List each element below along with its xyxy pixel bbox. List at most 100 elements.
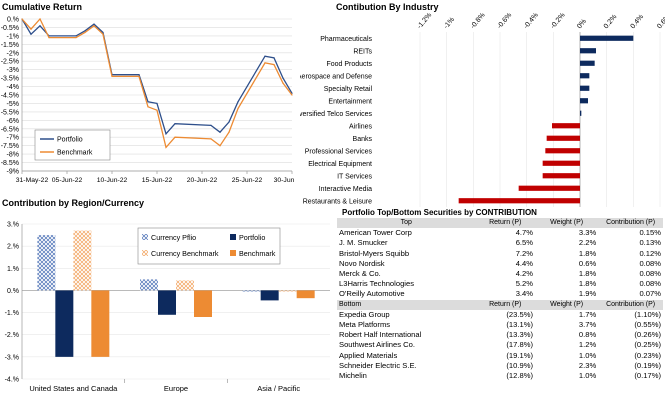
industry-bar [580,48,596,54]
industry-title: Contibution By Industry [336,2,439,12]
y-tick-label: -5% [7,101,19,108]
y-tick-label: -4.5% [1,93,19,100]
bottom-security-cell: (17.8%) [506,340,533,350]
top-header-row: Top Return (P) Weight (P) Contribution (… [337,218,663,229]
data-point [219,131,221,133]
bottom-security-cell: (12.8%) [506,371,533,381]
top-header-contribution: Contribution (P) [598,218,663,229]
top-security-row: Novo Nordisk 4.4% 0.6% 0.08% [337,259,663,269]
bottom-security-cell: 3.7% [578,320,597,330]
data-point [219,145,221,147]
y-tick-label: -7.5% [1,143,19,150]
top-security-cell: 0.08% [639,279,661,289]
category-label: Electrical Equipment [308,161,372,168]
legend-label: Currency Pflio [151,233,196,242]
data-point [138,75,140,78]
top-security-cell: Bristol-Myers Squibb [339,248,410,258]
industry-bar [542,160,580,166]
region-bar [91,290,110,357]
x-tick-label: 20-Jun-22 [187,177,218,184]
bottom-security-row: Expedia Group (23.5%) 1.7% (1.10%) [337,310,663,320]
region-bar [55,290,74,357]
region-bar [158,290,176,315]
legend-swatch [142,250,148,256]
top-security-cell: 7.2% [515,248,533,258]
y-tick-label: -6.5% [1,126,19,133]
industry-bar [580,60,595,66]
bottom-security-cell: Robert Half International [339,330,422,340]
top-security-cell: 3.3% [578,228,597,238]
data-point [156,109,158,111]
bottom-header-name: Bottom [337,299,476,310]
series-line-benchmark [21,17,293,149]
top-security-cell: 4.7% [515,228,533,238]
data-point [111,75,113,78]
bottom-security-cell: Expedia Group [339,309,390,319]
legend-label: Portfolio [239,233,265,242]
data-point [165,133,167,135]
industry-bar [458,198,580,204]
data-point [282,82,284,84]
y-tick-label: -3.5% [1,76,19,83]
data-point [93,23,95,25]
top-security-row: L3Harris Technologies 5.2% 1.8% 0.08% [337,279,663,289]
bottom-security-row: Schneider Electric S.E. (10.9%) 2.3% (0.19%… [337,361,663,371]
legend-swatch [142,234,148,240]
industry-bar [518,185,580,191]
x-tick-label: 0% [576,18,588,30]
x-tick-label: -0.8% [470,12,487,31]
cumulative-return-chart: 0.%-0.5%-1% -1.5%-2% -2.5%-3% -3.5%-4% -4.5%… [1,17,295,185]
category-label: Airlines [349,123,372,130]
data-point [102,33,104,35]
industry-bar [580,110,582,116]
top-security-cell: 1.8% [578,269,597,279]
region-bar [260,290,279,301]
region-bar [194,290,212,317]
bottom-security-row: Meta Platforms (13.1%) 3.7% (0.55%) [337,320,663,330]
bottom-security-cell: 1.0% [578,371,597,381]
category-label: United States and Canada [29,384,118,393]
x-tick-label: 10-Jun-22 [97,177,128,184]
data-point [228,121,230,123]
bottom-security-cell: Meta Platforms [339,320,391,330]
x-tick-label: 25-Jun-22 [232,177,263,184]
legend-label: Benchmark [239,249,276,258]
y-tick-label: 0.% [7,17,19,24]
top-security-cell: 0.6% [578,258,597,268]
region-bar [242,290,261,292]
y-tick-label: -5.5% [1,109,19,116]
bottom-security-cell: (1.10%) [634,309,661,319]
bottom-security-cell: Applied Materials [339,350,398,360]
data-point [291,94,293,96]
data-point [165,146,167,148]
region-bar [176,280,194,291]
top-security-row: Merck & Co. 4.2% 1.8% 0.08% [337,269,663,279]
bottom-security-cell: Schneider Electric S.E. [339,360,417,370]
industry-bar [580,85,590,91]
top-security-cell: 0.12% [639,248,661,258]
data-point [30,28,32,30]
top-security-row: American Tower Corp 4.7% 3.3% 0.15% [337,228,663,238]
bottom-security-row: Applied Materials (19.1%) 1.0% (0.23%) [337,351,663,361]
category-label: Aerospace and Defense [300,73,372,80]
x-tick-label: -0.4% [523,12,540,31]
data-point [237,107,239,110]
top-security-cell: 0.08% [639,269,661,279]
data-point [210,138,212,140]
region-title: Contribution by Region/Currency [2,198,145,208]
x-tick-label: 30-Jun [274,177,295,184]
industry-bar [580,35,634,41]
x-tick-label: -0.6% [496,12,513,31]
region-bar [37,235,56,291]
bottom-security-cell: Southwest Airlines Co. [339,340,415,350]
y-tick-label: -2.5% [1,59,19,66]
bottom-security-cell: (0.17%) [634,371,661,381]
data-point [138,74,140,76]
top-security-cell: J. M. Smucker [339,238,388,248]
top-security-cell: 0.08% [639,258,661,268]
bottom-security-cell: (19.1%) [506,350,533,360]
data-point [93,25,95,27]
category-label: Asia / Pacific [257,384,300,393]
top-security-cell: 2.2% [578,238,597,248]
y-tick-label: -2.% [5,332,19,339]
